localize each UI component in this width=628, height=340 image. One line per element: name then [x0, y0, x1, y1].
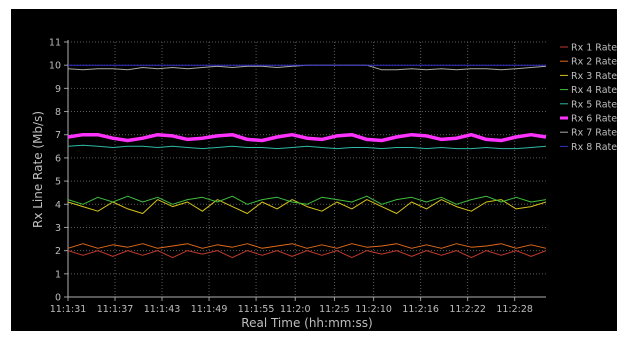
legend-entry: Rx 2 Rate	[571, 57, 617, 68]
grid	[68, 41, 546, 298]
legend-entry: Rx 4 Rate	[571, 85, 617, 96]
series-line-rx-7-rate	[67, 64, 547, 71]
x-tick-label: 11:2:28	[496, 304, 533, 315]
x-tick-label: 11:2:0	[280, 304, 311, 315]
legend-entry: Rx 5 Rate	[571, 99, 617, 110]
x-tick-label: 11:1:37	[97, 304, 134, 315]
series-line-rx-2-rate	[67, 243, 547, 249]
y-axis-label: Rx Line Rate (Mb/s)	[31, 111, 45, 228]
series-line-rx-1-rate	[67, 250, 547, 259]
series-line-rx-4-rate	[67, 195, 547, 205]
y-tick-label: 5	[55, 177, 61, 188]
y-tick-label: 10	[49, 61, 61, 72]
x-tick-label: 11:1:55	[238, 304, 275, 315]
legend-entry: Rx 3 Rate	[571, 71, 617, 82]
y-tick-label: 0	[55, 293, 61, 304]
x-tick-label: 11:1:49	[191, 304, 228, 315]
legend-entry: Rx 1 Rate	[571, 43, 617, 54]
axes: 0 1 2 3 4 5 6 7 8 9 10 11 11:1:31 11:1:37 11:1:43 11:1:…	[49, 38, 546, 315]
legend: Rx 1 Rate Rx 2 Rate Rx 3 Rate Rx 4 Rate Rx 5…	[560, 43, 617, 153]
chart-panel: 0 1 2 3 4 5 6 7 8 9 10 11 11:1:31 11:1:37 11:1:43 11:1:…	[11, 9, 617, 331]
y-tick-label: 11	[49, 38, 61, 49]
legend-entry: Rx 6 Rate	[571, 114, 617, 125]
x-axis-label: Real Time (hh:mm:ss)	[241, 316, 372, 330]
series-line-rx-3-rate	[67, 199, 547, 214]
x-tick-label: 11:2:5	[319, 304, 350, 315]
y-tick-label: 8	[55, 107, 61, 118]
legend-entry: Rx 8 Rate	[571, 142, 617, 153]
legend-entry: Rx 7 Rate	[571, 128, 617, 139]
line-chart: 0 1 2 3 4 5 6 7 8 9 10 11 11:1:31 11:1:37 11:1:43 11:1:…	[31, 38, 617, 331]
y-tick-label: 6	[55, 153, 61, 164]
x-tick-label: 11:2:22	[449, 304, 486, 315]
y-tick-label: 7	[55, 130, 61, 141]
y-tick-label: 2	[55, 246, 61, 257]
y-tick-label: 1	[55, 269, 61, 280]
x-tick-label: 11:1:31	[50, 304, 87, 315]
series-line-rx-5-rate	[67, 144, 547, 150]
y-tick-label: 4	[55, 200, 61, 211]
x-tick-label: 11:2:16	[402, 304, 439, 315]
y-tick-label: 9	[55, 84, 61, 95]
y-tick-label: 3	[55, 223, 61, 234]
series-line-rx-6-rate	[67, 132, 547, 143]
x-tick-label: 11:2:10	[355, 304, 392, 315]
series-lines	[67, 64, 547, 259]
x-tick-label: 11:1:43	[144, 304, 181, 315]
